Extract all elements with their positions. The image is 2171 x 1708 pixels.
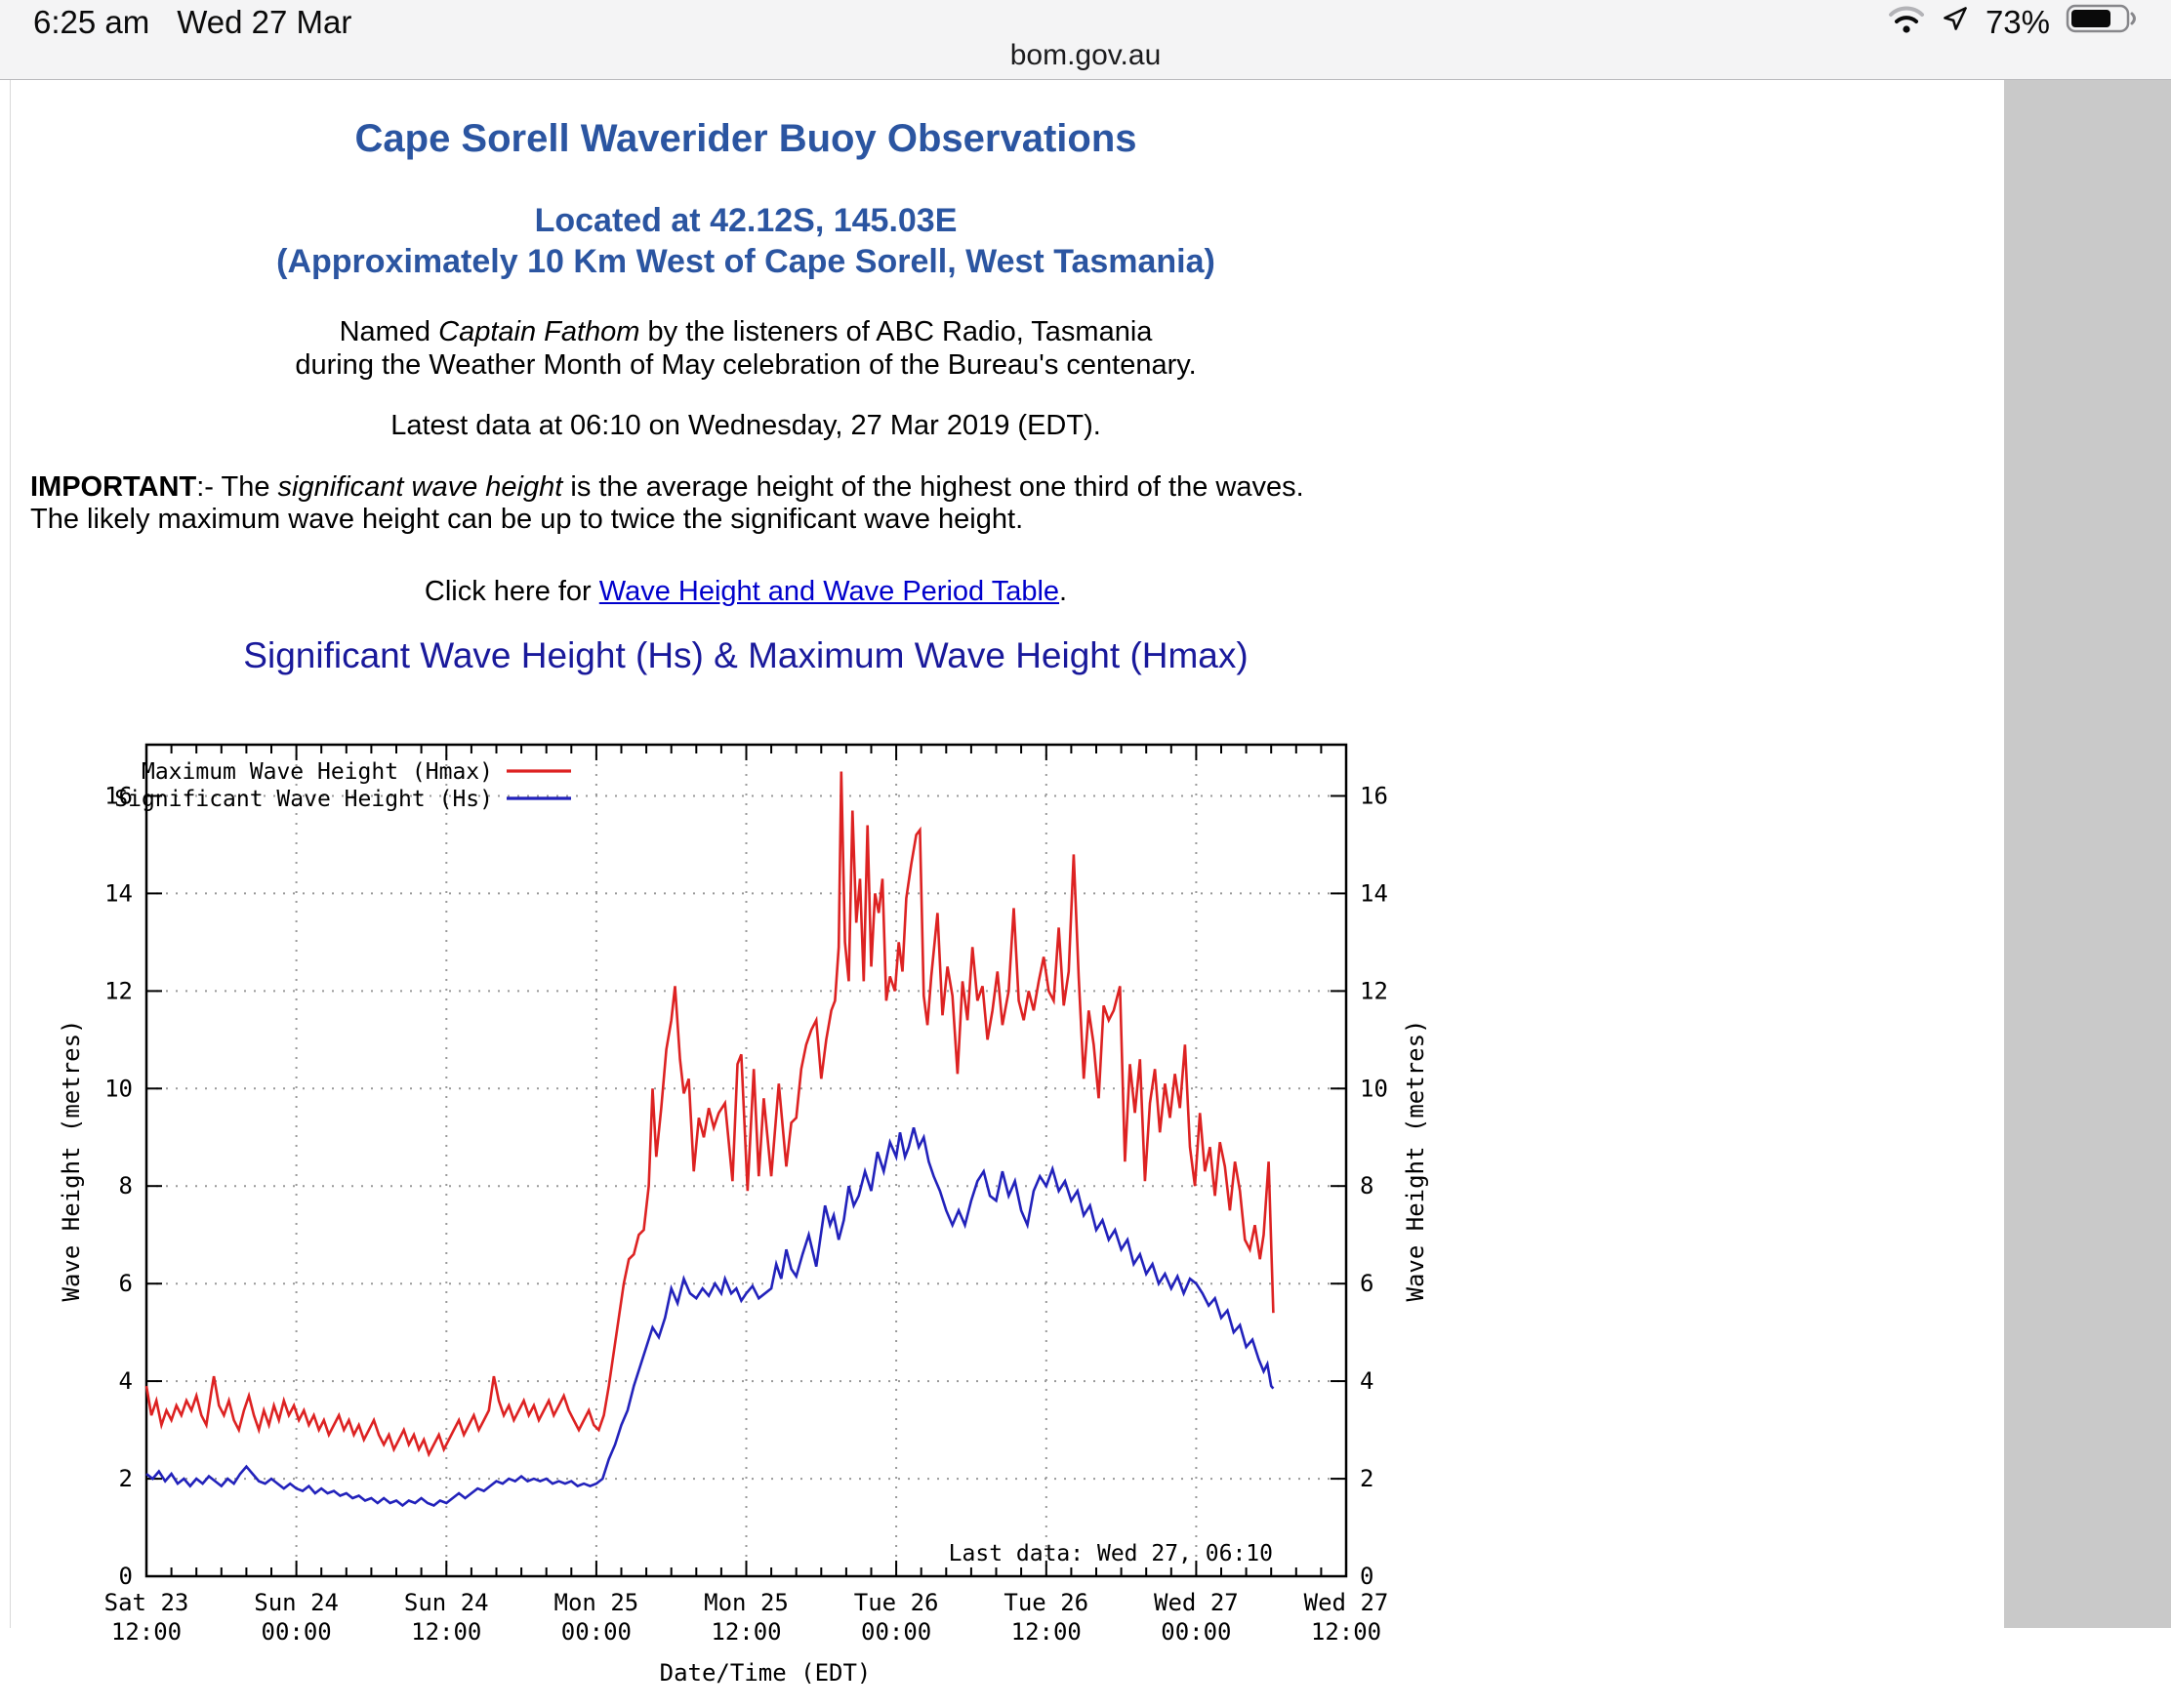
- page-title: Cape Sorell Waverider Buoy Observations: [354, 117, 1137, 160]
- location-line2: (Approximately 10 Km West of Cape Sorell…: [276, 243, 1215, 280]
- svg-text:12:00: 12:00: [111, 1618, 182, 1646]
- important-paragraph: IMPORTANT:- The significant wave height …: [30, 471, 1358, 536]
- svg-text:Maximum Wave Height (Hmax): Maximum Wave Height (Hmax): [142, 759, 493, 785]
- named-post: by the listeners of ABC Radio, Tasmania: [639, 316, 1153, 347]
- svg-text:12:00: 12:00: [711, 1618, 781, 1646]
- important-bold: IMPORTANT: [30, 471, 197, 503]
- wave-table-link[interactable]: Wave Height and Wave Period Table: [598, 576, 1060, 607]
- svg-text:Significant Wave Height (Hs): Significant Wave Height (Hs): [114, 787, 493, 812]
- click-pre: Click here for: [424, 576, 599, 607]
- svg-text:Wed 27: Wed 27: [1304, 1589, 1389, 1616]
- battery-percent: 73%: [1985, 4, 2050, 40]
- svg-text:14: 14: [104, 879, 133, 907]
- svg-text:00:00: 00:00: [861, 1618, 931, 1646]
- status-time: 6:25 am: [33, 4, 150, 40]
- svg-text:2: 2: [119, 1465, 133, 1492]
- svg-text:00:00: 00:00: [1161, 1618, 1231, 1646]
- svg-text:Mon 25: Mon 25: [704, 1589, 789, 1616]
- latest-data-line: Latest data at 06:10 on Wednesday, 27 Ma…: [390, 410, 1101, 441]
- svg-text:Sun 24: Sun 24: [254, 1589, 339, 1616]
- important-rest: is the average height of the highest one…: [30, 471, 1304, 535]
- location-arrow-icon: [1941, 4, 1970, 41]
- svg-text:00:00: 00:00: [262, 1618, 332, 1646]
- svg-text:Tue 26: Tue 26: [1004, 1589, 1088, 1616]
- svg-text:Sun 24: Sun 24: [404, 1589, 489, 1616]
- svg-text:2: 2: [1360, 1465, 1373, 1492]
- important-italic: significant wave height: [277, 471, 563, 503]
- svg-text:4: 4: [1360, 1367, 1373, 1395]
- svg-text:Last data: Wed 27, 06:10: Last data: Wed 27, 06:10: [949, 1541, 1273, 1566]
- status-bar: 6:25 am Wed 27 Mar 73%: [0, 0, 2171, 45]
- wave-height-chart: Maximum Wave Height (Hmax) Significant Wa…: [40, 734, 1455, 1708]
- svg-text:6: 6: [119, 1270, 133, 1297]
- svg-text:10: 10: [104, 1075, 133, 1102]
- svg-text:8: 8: [1360, 1172, 1373, 1200]
- location-heading: Located at 42.12S, 145.03E (Approximatel…: [30, 200, 1461, 282]
- svg-text:Date/Time (EDT): Date/Time (EDT): [660, 1659, 872, 1687]
- svg-text:12: 12: [1360, 977, 1388, 1004]
- battery-icon: [2066, 2, 2138, 43]
- svg-text:6: 6: [1360, 1270, 1373, 1297]
- svg-text:0: 0: [119, 1563, 133, 1590]
- location-line1: Located at 42.12S, 145.03E: [534, 202, 958, 239]
- page-gutter: [2002, 80, 2171, 1628]
- named-italic: Captain Fathom: [438, 316, 640, 347]
- click-here-line: Click here for Wave Height and Wave Peri…: [30, 575, 1461, 608]
- svg-text:10: 10: [1360, 1075, 1388, 1102]
- address-bar-url[interactable]: bom.gov.au: [1009, 39, 1162, 71]
- named-line2: during the Weather Month of May celebrat…: [295, 349, 1197, 381]
- browser-chrome: 6:25 am Wed 27 Mar 73%: [0, 0, 2171, 80]
- address-bar[interactable]: bom.gov.au: [0, 33, 2171, 78]
- status-date: Wed 27 Mar: [177, 4, 352, 40]
- svg-text:12:00: 12:00: [1311, 1618, 1381, 1646]
- svg-text:12:00: 12:00: [411, 1618, 481, 1646]
- svg-text:16: 16: [1360, 782, 1388, 809]
- important-mid: :- The: [196, 471, 278, 503]
- webpage-body: Cape Sorell Waverider Buoy Observations …: [10, 80, 2004, 1687]
- svg-text:00:00: 00:00: [561, 1618, 632, 1646]
- svg-text:4: 4: [119, 1367, 133, 1395]
- svg-text:Tue 26: Tue 26: [854, 1589, 939, 1616]
- svg-text:8: 8: [119, 1172, 133, 1200]
- svg-text:Wed 27: Wed 27: [1154, 1589, 1239, 1616]
- chart-heading: Significant Wave Height (Hs) & Maximum W…: [243, 635, 1249, 675]
- svg-text:14: 14: [1360, 879, 1388, 907]
- svg-text:Mon 25: Mon 25: [554, 1589, 639, 1616]
- svg-text:Sat 23: Sat 23: [104, 1589, 189, 1616]
- svg-text:Wave Height (metres): Wave Height (metres): [58, 1020, 85, 1302]
- svg-text:16: 16: [104, 782, 133, 809]
- svg-text:12: 12: [104, 977, 133, 1004]
- wifi-icon: [1888, 4, 1925, 41]
- svg-text:Wave Height (metres): Wave Height (metres): [1402, 1020, 1429, 1302]
- named-pre: Named: [339, 316, 439, 347]
- named-paragraph: Named Captain Fathom by the listeners of…: [30, 315, 1461, 382]
- svg-text:0: 0: [1360, 1563, 1373, 1590]
- click-post: .: [1059, 576, 1068, 607]
- svg-text:12:00: 12:00: [1011, 1618, 1082, 1646]
